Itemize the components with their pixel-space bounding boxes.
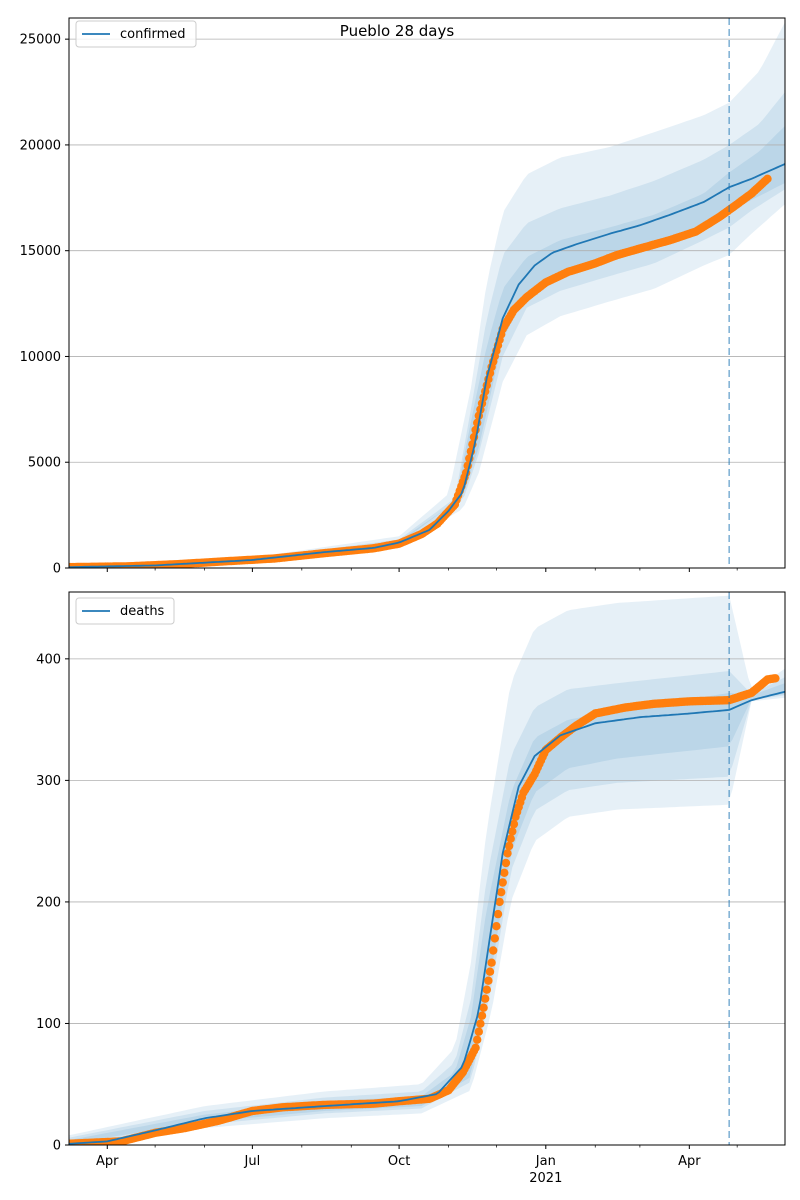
confirmed-y-tick-label: 25000 bbox=[20, 33, 61, 48]
deaths-observed-point bbox=[474, 1027, 483, 1036]
deaths-x-tick-label: Jul bbox=[244, 1154, 261, 1169]
confirmed-y-tick-label: 5000 bbox=[28, 456, 61, 471]
confirmed-y-tick-label: 10000 bbox=[20, 350, 61, 365]
deaths-observed-point bbox=[495, 897, 504, 907]
deaths-observed-point bbox=[492, 922, 501, 931]
deaths-legend-box bbox=[75, 597, 175, 625]
deaths-legend: deaths bbox=[75, 597, 175, 625]
confirmed-y-tick-label: 15000 bbox=[20, 244, 61, 259]
deaths-observed-point bbox=[503, 849, 512, 858]
deaths-x-tick-label: Jan bbox=[535, 1154, 556, 1169]
chart-title: Pueblo 28 days bbox=[340, 22, 455, 40]
confirmed-legend-label: confirmed bbox=[120, 27, 186, 42]
deaths-observed-point bbox=[501, 858, 511, 868]
confirmed-observed-point bbox=[763, 174, 772, 183]
confirmed-gridlines bbox=[69, 38, 785, 463]
deaths-y-tick-label: 0 bbox=[53, 1139, 61, 1154]
confirmed-legend: confirmed bbox=[75, 20, 197, 48]
confirmed-y-ticks: 0 5000 10000 15000 20000 25000 bbox=[20, 33, 69, 577]
confirmed-y-tick-label: 0 bbox=[53, 562, 61, 577]
deaths-observed-point bbox=[504, 841, 514, 851]
deaths-observed-point bbox=[484, 976, 493, 985]
deaths-observed-point bbox=[481, 994, 490, 1003]
deaths-observed-point bbox=[473, 1035, 482, 1044]
confirmed-panel: 0 5000 10000 15000 20000 25000 confirmed Pueb… bbox=[20, 17, 786, 577]
deaths-gridlines bbox=[69, 658, 785, 1024]
deaths-y-tick-label: 400 bbox=[36, 652, 61, 667]
confirmed-legend-box bbox=[75, 20, 197, 48]
confirmed-x-ticks bbox=[106, 568, 738, 572]
deaths-band-middle bbox=[69, 671, 785, 1145]
deaths-observed-point bbox=[471, 1043, 480, 1053]
deaths-band-outer bbox=[69, 595, 785, 1145]
deaths-band-inner bbox=[69, 683, 785, 1144]
deaths-observed-point bbox=[506, 834, 515, 843]
deaths-x-tick-label: Apr bbox=[678, 1154, 701, 1169]
deaths-observed-point bbox=[490, 934, 499, 943]
deaths-observed-point bbox=[508, 827, 517, 836]
confirmed-band-inner bbox=[69, 125, 785, 568]
confirmed-model-line bbox=[69, 163, 785, 568]
deaths-model-line bbox=[69, 690, 785, 1145]
deaths-observed-point bbox=[498, 878, 507, 887]
deaths-observed-point bbox=[493, 909, 503, 919]
deaths-uncertainty-bands bbox=[69, 595, 785, 1145]
deaths-panel: 0 100 200 300 400 Apr Jul Oct Jan Apr 2021 deaths bbox=[36, 591, 786, 1186]
deaths-observed-point bbox=[500, 868, 509, 877]
deaths-observed-point bbox=[485, 967, 495, 976]
deaths-y-ticks: 0 100 200 300 400 bbox=[36, 652, 69, 1154]
deaths-observed-point bbox=[476, 1019, 485, 1028]
confirmed-band-outer bbox=[69, 22, 785, 568]
deaths-observed-point bbox=[509, 819, 519, 829]
deaths-x-year-label: 2021 bbox=[529, 1171, 562, 1186]
deaths-axes-frame bbox=[68, 591, 786, 1146]
deaths-observed-point bbox=[479, 1003, 488, 1012]
deaths-y-tick-label: 300 bbox=[36, 774, 61, 789]
confirmed-band-middle bbox=[69, 92, 785, 568]
deaths-x-tick-label: Oct bbox=[388, 1154, 410, 1169]
deaths-observed-point bbox=[771, 674, 780, 683]
confirmed-axes-frame bbox=[68, 17, 786, 569]
deaths-observed-point bbox=[497, 888, 506, 897]
deaths-observed-point bbox=[477, 1011, 487, 1020]
confirmed-uncertainty-bands bbox=[69, 22, 785, 568]
confirmed-y-tick-label: 20000 bbox=[20, 138, 61, 153]
deaths-observed-point bbox=[482, 985, 491, 994]
deaths-y-tick-label: 100 bbox=[36, 1017, 61, 1032]
deaths-x-ticks: Apr Jul Oct Jan Apr 2021 bbox=[96, 1145, 738, 1186]
deaths-y-tick-label: 200 bbox=[36, 895, 61, 910]
deaths-observed-point bbox=[489, 946, 498, 955]
deaths-observed-points bbox=[69, 674, 780, 1145]
deaths-x-tick-label: Apr bbox=[96, 1154, 119, 1169]
deaths-observed-point bbox=[487, 958, 496, 967]
deaths-legend-label: deaths bbox=[120, 604, 165, 619]
